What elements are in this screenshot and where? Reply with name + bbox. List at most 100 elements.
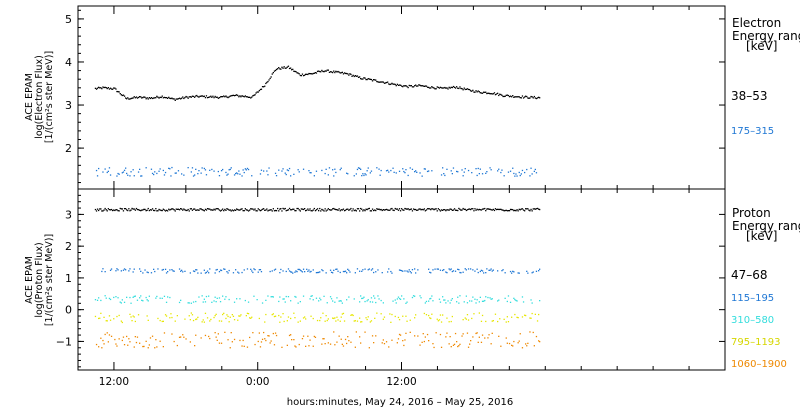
electron-data-point bbox=[330, 71, 333, 73]
proton-data-point bbox=[539, 341, 541, 343]
proton-data-point bbox=[501, 209, 503, 211]
electron-data-point bbox=[387, 81, 389, 83]
electron-data-point bbox=[403, 85, 405, 87]
electron-data-point bbox=[503, 95, 505, 98]
electron-data-point bbox=[238, 170, 240, 172]
proton-data-point bbox=[377, 269, 379, 271]
proton-data-point bbox=[364, 300, 366, 303]
electron-data-point bbox=[268, 167, 270, 169]
electron-data-point bbox=[251, 96, 253, 98]
electron-data-point bbox=[534, 168, 536, 171]
electron-data-point bbox=[134, 97, 136, 99]
electron-data-point bbox=[293, 173, 295, 175]
proton-data-point bbox=[437, 320, 439, 322]
proton-data-point bbox=[380, 313, 382, 315]
electron-data-point bbox=[385, 170, 388, 172]
proton-data-point bbox=[316, 208, 319, 210]
electron-data-point bbox=[205, 174, 208, 176]
electron-legend-subtitle: Energy ranges bbox=[732, 29, 800, 43]
proton-data-point bbox=[120, 270, 122, 272]
proton-data-point bbox=[476, 332, 478, 334]
proton-data-point bbox=[233, 301, 236, 303]
proton-data-point bbox=[391, 207, 393, 210]
electron-data-point bbox=[258, 90, 260, 92]
proton-data-point bbox=[295, 296, 297, 298]
proton-data-point bbox=[456, 301, 458, 303]
electron-data-point bbox=[362, 78, 364, 80]
electron-data-point bbox=[174, 172, 176, 174]
electron-data-point bbox=[217, 170, 219, 173]
proton-data-point bbox=[334, 344, 336, 346]
electron-data-point bbox=[481, 92, 484, 94]
electron-data-point bbox=[226, 174, 228, 176]
proton-data-point bbox=[229, 316, 231, 318]
proton-data-point bbox=[451, 298, 453, 300]
electron-data-point bbox=[463, 171, 465, 173]
electron-data-point bbox=[528, 97, 530, 99]
proton-data-point bbox=[382, 339, 384, 341]
electron-data-point bbox=[255, 92, 257, 94]
proton-data-point bbox=[426, 208, 429, 210]
proton-data-point bbox=[139, 297, 141, 299]
electron-data-point bbox=[214, 95, 216, 98]
proton-data-point bbox=[298, 343, 300, 346]
electron-data-point bbox=[219, 96, 222, 98]
proton-data-point bbox=[195, 209, 197, 211]
proton-data-point bbox=[161, 209, 163, 212]
proton-data-point bbox=[390, 208, 392, 210]
proton-data-point bbox=[314, 210, 317, 212]
electron-data-point bbox=[476, 91, 478, 93]
electron-data-point bbox=[348, 74, 350, 76]
proton-data-point bbox=[255, 210, 257, 212]
proton-data-point bbox=[256, 210, 258, 212]
proton-data-point bbox=[450, 268, 452, 270]
proton-data-point bbox=[340, 338, 342, 340]
proton-data-point bbox=[485, 210, 487, 212]
electron-data-point bbox=[518, 96, 520, 98]
proton-data-point bbox=[366, 318, 368, 321]
proton-data-point bbox=[167, 271, 169, 273]
electron-data-point bbox=[344, 72, 347, 75]
proton-data-point bbox=[127, 344, 129, 346]
proton-data-point bbox=[267, 210, 269, 212]
electron-data-point bbox=[165, 97, 168, 99]
electron-data-point bbox=[373, 79, 375, 81]
proton-data-point bbox=[520, 208, 522, 210]
electron-data-point bbox=[102, 171, 104, 173]
electron-data-point bbox=[411, 168, 414, 170]
proton-data-point bbox=[220, 342, 223, 344]
proton-data-point bbox=[508, 342, 511, 345]
proton-data-point bbox=[259, 269, 262, 271]
proton-data-point bbox=[422, 209, 424, 211]
proton-data-point bbox=[95, 210, 98, 212]
proton-data-point bbox=[135, 341, 138, 344]
proton-data-point bbox=[297, 321, 299, 323]
proton-data-point bbox=[291, 339, 293, 341]
proton-data-point bbox=[354, 320, 356, 322]
proton-data-point bbox=[454, 209, 457, 211]
proton-data-point bbox=[403, 344, 405, 347]
proton-data-point bbox=[467, 319, 470, 321]
proton-data-point bbox=[310, 315, 312, 317]
proton-data-point bbox=[293, 312, 295, 314]
proton-data-point bbox=[396, 342, 398, 344]
proton-data-point bbox=[304, 271, 306, 273]
proton-data-point bbox=[492, 208, 494, 211]
proton-data-point bbox=[214, 315, 216, 317]
proton-data-point bbox=[484, 299, 486, 302]
proton-data-point bbox=[195, 269, 197, 271]
proton-data-point bbox=[177, 208, 180, 210]
electron-data-point bbox=[429, 87, 431, 89]
electron-data-point bbox=[137, 171, 140, 173]
proton-data-point bbox=[243, 269, 245, 271]
electron-data-point bbox=[326, 69, 328, 71]
proton-data-point bbox=[257, 271, 259, 273]
electron-data-point bbox=[415, 170, 417, 172]
electron-data-point bbox=[512, 95, 514, 97]
proton-data-point bbox=[332, 300, 334, 302]
electron-data-point bbox=[100, 87, 102, 89]
electron-data-point bbox=[513, 96, 515, 98]
electron-data-point bbox=[282, 168, 284, 170]
electron-data-point bbox=[411, 86, 414, 88]
electron-data-point bbox=[366, 78, 368, 81]
